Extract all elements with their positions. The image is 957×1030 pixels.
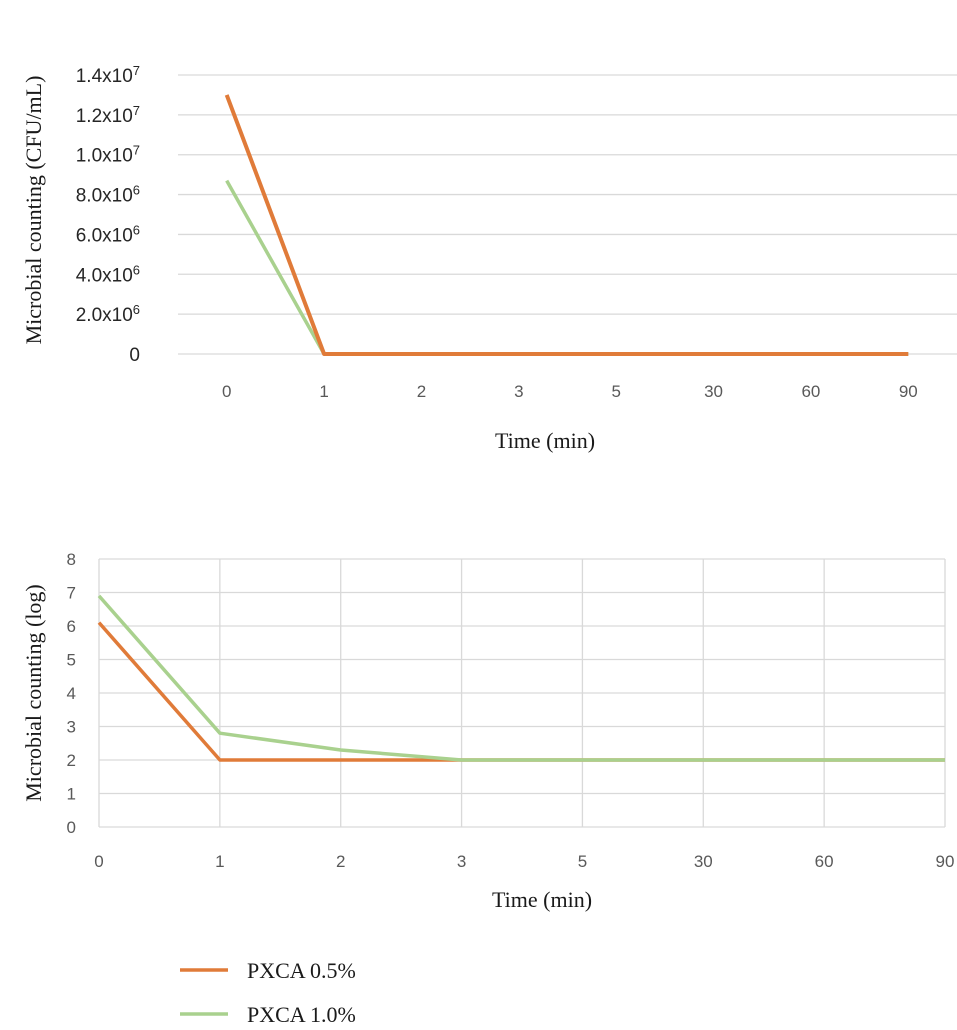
c1-y-tick-label: 1.2x107	[76, 103, 140, 127]
c1-y-tick-label: 2.0x106	[76, 302, 140, 326]
c1-y-tick-label: 4.0x106	[76, 262, 140, 286]
c2-y-axis-title: Microbial counting (log)	[21, 584, 46, 802]
c2-x-tick-labels: 0 1 2 3 5 30 60 90	[94, 852, 954, 871]
c2-y-tick-label: 8	[67, 550, 76, 569]
c1-x-tick-label: 30	[704, 382, 723, 401]
c1-x-tick-label: 0	[222, 382, 231, 401]
chart-log: 0 1 2 3 4 5 6 7 8 0 1 2 3 5 30 60 90 Time (min) Microbi…	[21, 550, 954, 912]
c2-y-tick-label: 6	[67, 617, 76, 636]
c2-y-tick-labels: 0 1 2 3 4 5 6 7 8	[67, 550, 76, 837]
c1-x-tick-label: 3	[514, 382, 523, 401]
legend-label-pxca-05: PXCA 0.5%	[247, 958, 356, 983]
c1-x-tick-label: 5	[611, 382, 620, 401]
c1-x-axis-title: Time (min)	[495, 428, 595, 453]
c1-y-tick-label: 1.4x107	[76, 63, 140, 87]
c2-x-tick-label: 2	[336, 852, 345, 871]
c1-series-line-pxca-10	[225, 179, 909, 356]
c2-x-tick-label: 60	[815, 852, 834, 871]
c2-x-tick-label: 5	[578, 852, 587, 871]
c2-series-group	[97, 594, 945, 762]
legend-label-pxca-10: PXCA 1.0%	[247, 1002, 356, 1027]
c1-gridlines	[178, 74, 957, 355]
c2-y-tick-label: 0	[67, 818, 76, 837]
c1-y-axis-title: Microbial counting (CFU/mL)	[21, 76, 46, 345]
c1-x-tick-labels: 0 1 2 3 5 30 60 90	[222, 382, 918, 401]
c2-y-tick-label: 7	[67, 584, 76, 603]
c2-y-tick-label: 5	[67, 651, 76, 670]
c2-y-tick-label: 4	[67, 684, 76, 703]
c2-x-axis-title: Time (min)	[492, 887, 592, 912]
legend: PXCA 0.5% PXCA 1.0%	[180, 958, 356, 1027]
c1-x-tick-label: 2	[417, 382, 426, 401]
c2-y-tick-label: 3	[67, 718, 76, 737]
c2-x-tick-label: 1	[215, 852, 224, 871]
c2-series-line-pxca-05	[97, 621, 945, 762]
c1-y-tick-label: 1.0x107	[76, 143, 140, 167]
c2-y-tick-label: 2	[67, 751, 76, 770]
c2-series-line-pxca-10	[97, 594, 945, 762]
c1-y-tick-label: 8.0x106	[76, 183, 140, 207]
c2-x-tick-label: 0	[94, 852, 103, 871]
c1-y-tick-label: 0	[129, 345, 140, 366]
c1-series-group	[224, 94, 909, 356]
chart-cfu: 0 2.0x106 4.0x106 6.0x106 8.0x106 1.0x107 1.2x…	[21, 63, 957, 453]
c1-x-tick-label: 60	[801, 382, 820, 401]
c2-x-tick-label: 30	[694, 852, 713, 871]
c1-x-tick-label: 90	[899, 382, 918, 401]
c2-y-tick-label: 1	[67, 785, 76, 804]
c1-series-line-pxca-05	[224, 94, 909, 356]
c2-x-tick-label: 90	[936, 852, 955, 871]
c1-y-tick-label: 6.0x106	[76, 222, 140, 246]
c1-x-tick-label: 1	[319, 382, 328, 401]
c2-x-tick-label: 3	[457, 852, 466, 871]
c1-y-tick-labels: 0 2.0x106 4.0x106 6.0x106 8.0x106 1.0x107 1.2x…	[76, 63, 140, 366]
c2-gridlines	[98, 558, 946, 828]
